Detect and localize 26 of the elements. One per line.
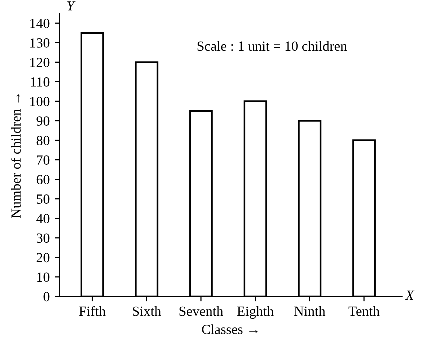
y-tick-label: 0 bbox=[44, 292, 50, 302]
y-tick-label: 120 bbox=[30, 58, 50, 68]
y-tick-label: 130 bbox=[30, 38, 50, 48]
text: Y bbox=[68, 2, 76, 11]
x-tick-label: Eighth bbox=[237, 306, 274, 320]
y-tick-label: 20 bbox=[36, 253, 50, 263]
y-tick-label: 110 bbox=[31, 78, 50, 87]
y-tick-label: 40 bbox=[36, 214, 50, 224]
y-tick-label: 60 bbox=[36, 175, 50, 185]
y-tick-label: 30 bbox=[36, 234, 50, 244]
y-tick-label: 80 bbox=[36, 136, 50, 146]
x-tick-label: Ninth bbox=[294, 306, 326, 316]
y-tick-label: 50 bbox=[37, 194, 50, 204]
x-tick-label: Tenth bbox=[348, 306, 380, 316]
x-tick-label: Seventh bbox=[180, 306, 224, 316]
text: X bbox=[405, 290, 415, 300]
x-axis-title: Classes → bbox=[202, 324, 258, 334]
annotation: Scale : 1 unit = 10 children bbox=[198, 41, 348, 52]
x-tick-label: Fifth bbox=[79, 306, 106, 316]
y-tick-label: 100 bbox=[30, 97, 50, 106]
y-tick-label: 90 bbox=[36, 116, 50, 126]
y-tick-label: 10 bbox=[38, 272, 50, 282]
y-axis-title: Number of children → bbox=[11, 94, 21, 218]
y-tick-label: 140 bbox=[30, 18, 50, 28]
y-tick-label: 70 bbox=[37, 156, 50, 165]
x-tick-label: Sixth bbox=[133, 306, 162, 316]
